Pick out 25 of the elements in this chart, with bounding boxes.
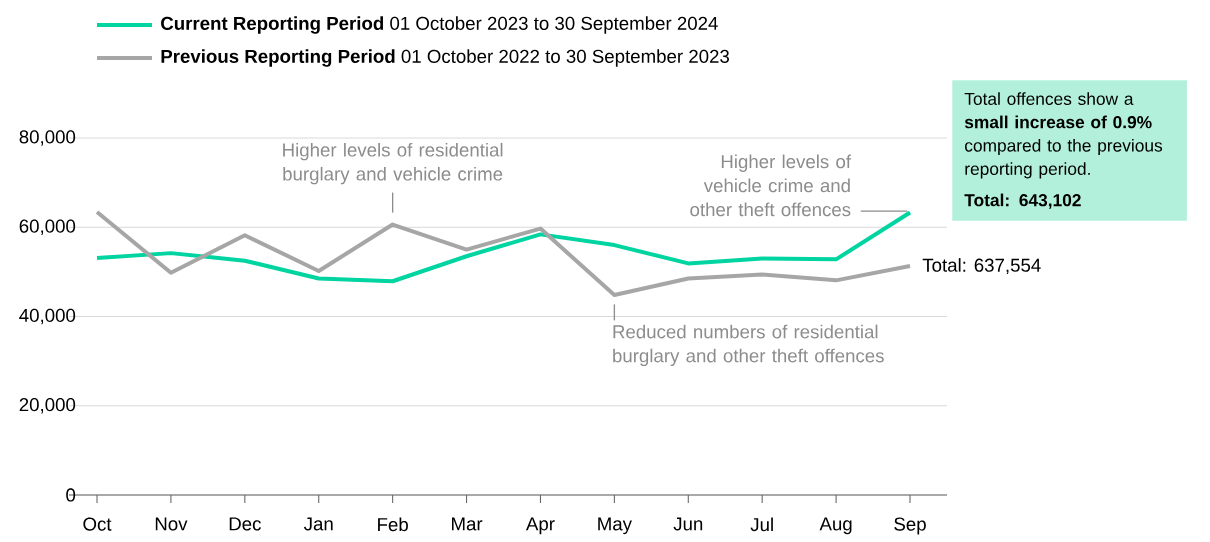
legend-label: Previous Reporting Period 01 October 2022 to 30 September 2023 xyxy=(161,49,729,67)
x-tick-label: Jul xyxy=(750,517,773,532)
x-tick-label: Nov xyxy=(155,517,188,531)
y-tick-label: 60,000 xyxy=(19,219,76,235)
x-tick-label: Mar xyxy=(452,517,483,531)
x-tick-label: May xyxy=(598,517,632,535)
y-tick-label: 0 xyxy=(66,488,76,502)
x-tick-label: Jan xyxy=(303,517,333,531)
y-tick-label: 40,000 xyxy=(19,308,76,325)
x-tick-label: Oct xyxy=(83,517,112,531)
x-tick-label: Feb xyxy=(378,517,408,532)
annotation: Higher levels of residential burglary and vehicle crime xyxy=(283,142,503,185)
x-tick-label: Jun xyxy=(673,517,703,531)
x-tick-label: Sep xyxy=(894,517,926,535)
y-tick-label: 80,000 xyxy=(19,130,76,146)
legend-label: Current Reporting Period 01 October 2023 to 30 September 2024 xyxy=(161,16,718,34)
text: Total: 643,102 xyxy=(964,193,1081,209)
text: Total offences show a small increase of 0.9% compared to the previous reporting period. xyxy=(964,92,1163,179)
annotation: Total: 637,554 xyxy=(922,258,1041,275)
x-tick-label: Aug xyxy=(819,517,852,535)
x-tick-label: Apr xyxy=(525,517,555,535)
y-tick-label: 20,000 xyxy=(19,398,76,414)
annotation: Higher levels of vehicle crime and other theft offences xyxy=(690,154,852,217)
x-tick-label: Dec xyxy=(229,517,261,531)
annotation: Reduced numbers of residential burglary and other theft offences xyxy=(613,324,884,367)
